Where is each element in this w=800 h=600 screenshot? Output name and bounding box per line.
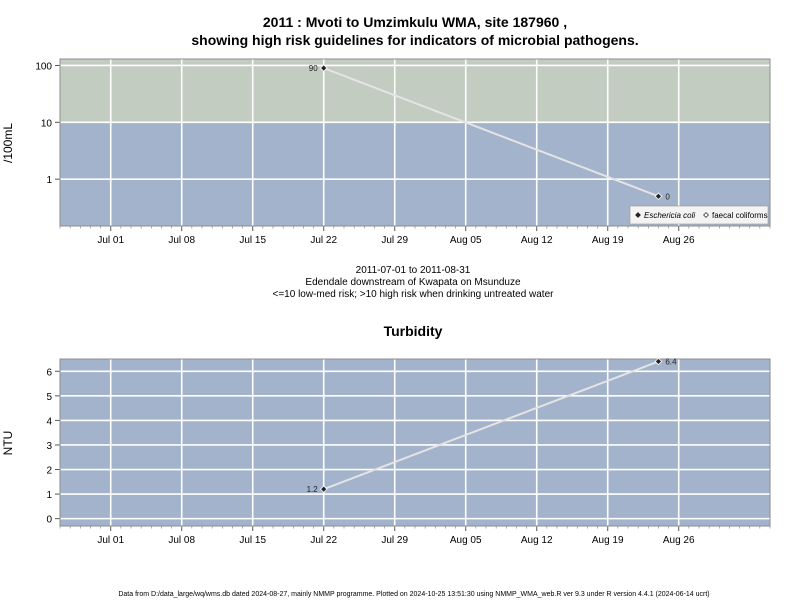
chart1-data-point bbox=[654, 192, 663, 201]
chart1-y-tick-label: 10 bbox=[41, 118, 53, 129]
chart2-title: Turbidity bbox=[384, 323, 443, 339]
chart2-y-tick-label: 5 bbox=[46, 392, 52, 403]
chart1-x-tick-label: Aug 19 bbox=[592, 235, 624, 246]
chart2-y-tick-label: 2 bbox=[46, 466, 52, 477]
chart2-x-tick-label: Aug 12 bbox=[521, 535, 553, 546]
chart2-y-tick-label: 0 bbox=[46, 515, 52, 526]
chart2-ylabel: NTU bbox=[1, 431, 15, 456]
chart2-x-tick-label: Jul 22 bbox=[310, 535, 337, 546]
chart1-legend-box bbox=[629, 205, 769, 225]
chart1-y-tick-label: 1 bbox=[46, 175, 52, 186]
chart1-x-tick-label: Jul 22 bbox=[310, 235, 337, 246]
chart2-data-point bbox=[319, 485, 328, 493]
chart1-x-tick-label: Aug 26 bbox=[663, 235, 695, 246]
chart2-plot-border bbox=[59, 358, 771, 527]
chart1-series-line bbox=[323, 67, 659, 198]
chart2-background bbox=[60, 359, 770, 526]
chart1-x-tick-label: Aug 12 bbox=[521, 235, 553, 246]
chart1-subtitle-risk-note: <=10 low-med risk; >10 high risk when dr… bbox=[273, 289, 555, 300]
chart1-legend: Eschericia coli faecal coliforms bbox=[629, 205, 769, 225]
chart1-ylabel: /100mL bbox=[1, 123, 15, 163]
chart1-data-point bbox=[319, 64, 328, 72]
chart2-x-tick-label: Aug 26 bbox=[663, 535, 695, 546]
chart2-plot-area: Jul 01 Jul 08 Jul 15 Jul 22 Jul 29 Aug 05 Aug … bbox=[46, 357, 771, 546]
chart2-y-tick-label: 6 bbox=[46, 367, 52, 378]
chart2-x-tick-label: Jul 15 bbox=[239, 535, 266, 546]
chart1-title-line2: showing high risk guidelines for indicat… bbox=[191, 32, 638, 48]
chart1-subtitle-site: Edendale downstream of Kwapata on Msundu… bbox=[305, 277, 521, 288]
footer-note: Data from D:/data_large/wq/wms.db dated … bbox=[118, 591, 709, 598]
chart1-plot-area: Jul 01 Jul 08 Jul 15 Jul 22 Jul 29 Aug 05 Aug … bbox=[35, 58, 771, 246]
chart1-risk-band-high bbox=[60, 59, 770, 123]
chart1-title-line1: 2011 : Mvoti to Umzimkulu WMA, site 1879… bbox=[263, 14, 567, 30]
chart2-y-tick-label: 3 bbox=[46, 441, 52, 452]
chart2-x-tick-label: Jul 08 bbox=[168, 535, 195, 546]
chart2-data-label: 6.4 bbox=[665, 357, 677, 366]
chart2-x-tick-label: Aug 19 bbox=[592, 535, 624, 546]
chart1-subtitle-date-range: 2011-07-01 to 2011-08-31 bbox=[356, 265, 471, 276]
chart1-x-tick-label: Jul 08 bbox=[168, 235, 195, 246]
chart1-x-tick-label: Jul 01 bbox=[97, 235, 124, 246]
chart1-legend-marker bbox=[703, 212, 709, 218]
chart1-data-label: 0 bbox=[665, 192, 670, 201]
chart2-x-tick-label: Jul 01 bbox=[97, 535, 124, 546]
chart1-legend-marker bbox=[635, 212, 641, 218]
chart1-x-tick-label: Aug 05 bbox=[450, 235, 482, 246]
chart2-data-label: 1.2 bbox=[307, 485, 319, 494]
chart2-data-point bbox=[654, 357, 663, 366]
chart1-data-label: 90 bbox=[309, 64, 318, 73]
chart1-plot-border bbox=[59, 58, 771, 227]
chart1-x-tick-label: Jul 29 bbox=[381, 235, 408, 246]
chart2-y-tick-label: 1 bbox=[46, 490, 52, 501]
chart2-y-tick-label: 4 bbox=[46, 416, 52, 427]
chart2-series-line bbox=[323, 360, 659, 491]
chart1-legend-label: Eschericia coli bbox=[644, 211, 695, 220]
chart2-x-tick-label: Aug 05 bbox=[450, 535, 482, 546]
chart1-y-tick-label: 100 bbox=[35, 61, 52, 72]
chart1-x-tick-label: Jul 15 bbox=[239, 235, 266, 246]
chart2-x-tick-label: Jul 29 bbox=[381, 535, 408, 546]
chart1-legend-label: faecal coliforms bbox=[712, 211, 768, 220]
